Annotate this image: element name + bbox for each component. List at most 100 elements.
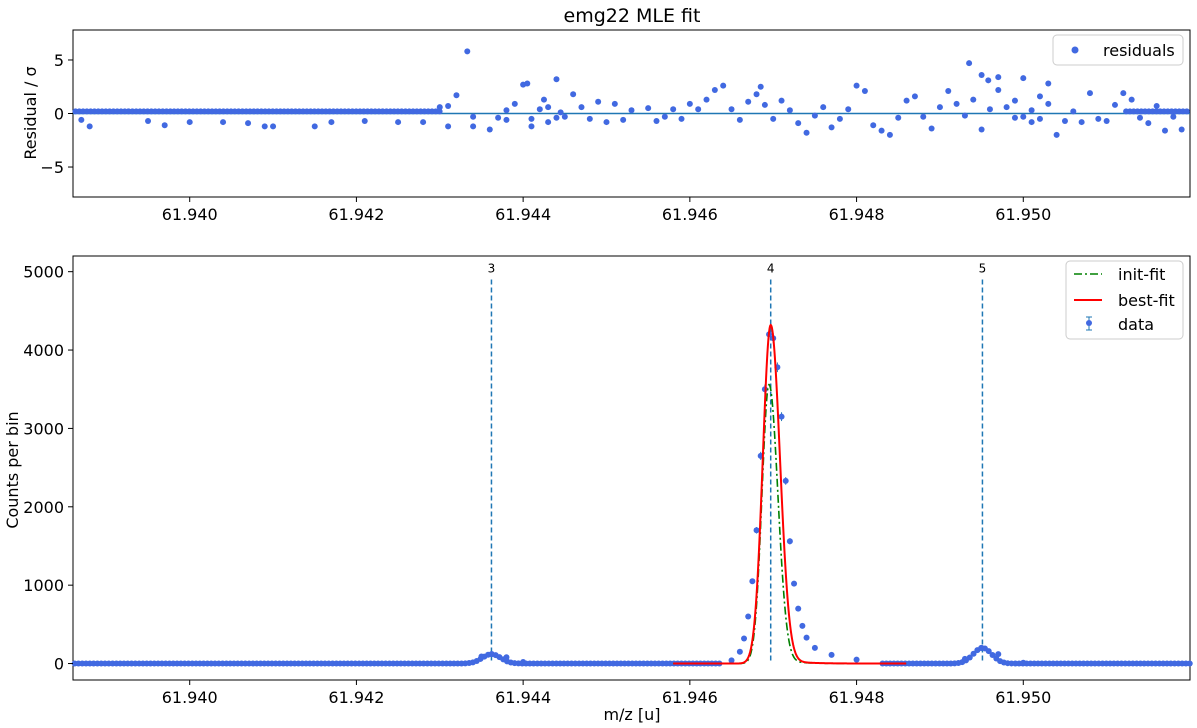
residual-point bbox=[966, 60, 973, 67]
residuals-legend-marker bbox=[1071, 46, 1079, 54]
residual-point bbox=[186, 119, 193, 126]
residual-point bbox=[1153, 103, 1160, 110]
residual-point bbox=[703, 96, 710, 103]
residual-point bbox=[557, 109, 564, 116]
data-point bbox=[745, 613, 752, 620]
residual-point bbox=[145, 117, 152, 124]
residual-point bbox=[903, 97, 910, 104]
residual-point bbox=[453, 92, 460, 99]
data-point bbox=[753, 527, 760, 534]
residual-point bbox=[770, 115, 777, 122]
residual-point bbox=[445, 123, 452, 130]
residual-point bbox=[1145, 120, 1152, 127]
residual-point bbox=[961, 112, 968, 119]
residual-point bbox=[328, 119, 335, 126]
residual-point bbox=[970, 96, 977, 103]
residual-point bbox=[861, 88, 868, 95]
residual-point bbox=[995, 86, 1002, 93]
residual-point bbox=[978, 71, 985, 78]
residual-point bbox=[545, 119, 552, 126]
residual-point bbox=[1020, 113, 1027, 120]
spectrum-legend: init-fit best-fit data bbox=[1065, 260, 1184, 340]
x-tick-label: 61.940 bbox=[162, 688, 218, 707]
residuals-points bbox=[72, 48, 1190, 138]
residual-point bbox=[86, 123, 93, 130]
residual-point bbox=[745, 98, 752, 105]
residual-point bbox=[1120, 90, 1127, 97]
residual-point bbox=[986, 106, 993, 113]
residual-point bbox=[1178, 126, 1185, 133]
x-tick-label: 61.946 bbox=[662, 205, 718, 224]
residual-point bbox=[953, 100, 960, 107]
data-point bbox=[1020, 659, 1027, 666]
residual-point bbox=[1045, 100, 1052, 107]
residual-point bbox=[78, 116, 85, 123]
residual-point bbox=[586, 115, 593, 122]
residual-point bbox=[720, 82, 727, 89]
data-point bbox=[778, 413, 785, 420]
x-tick-label: 61.948 bbox=[829, 688, 885, 707]
data-point bbox=[1186, 660, 1193, 667]
x-tick-label: 61.950 bbox=[995, 205, 1051, 224]
residual-point bbox=[1036, 93, 1043, 100]
residual-point bbox=[757, 83, 764, 90]
residual-point bbox=[545, 104, 552, 111]
residual-point bbox=[836, 115, 843, 122]
residual-point bbox=[503, 107, 510, 114]
y-tick-label: 5000 bbox=[23, 263, 64, 282]
y-tick-label: 0 bbox=[54, 105, 64, 124]
residual-point bbox=[1128, 96, 1135, 103]
residual-point bbox=[711, 86, 718, 93]
residual-point bbox=[928, 125, 935, 132]
residual-point bbox=[553, 76, 560, 83]
residual-point bbox=[820, 104, 827, 111]
residual-point bbox=[628, 107, 635, 114]
residual-point bbox=[270, 123, 277, 130]
data-point bbox=[478, 653, 485, 660]
residual-point bbox=[1095, 115, 1102, 122]
residual-point bbox=[645, 105, 652, 112]
residual-point bbox=[540, 96, 547, 103]
x-tick-label: 61.948 bbox=[829, 205, 885, 224]
data-legend-marker bbox=[1086, 316, 1092, 331]
residual-point bbox=[1020, 75, 1027, 82]
residual-point bbox=[978, 126, 985, 133]
data-point bbox=[782, 477, 789, 484]
residual-point bbox=[436, 108, 443, 115]
residual-point bbox=[578, 104, 585, 111]
data-point bbox=[749, 578, 756, 585]
residuals-y-axis-label: Residual / σ bbox=[21, 66, 40, 159]
residual-point bbox=[670, 106, 677, 113]
residual-point bbox=[761, 101, 768, 108]
y-tick-label: 1000 bbox=[23, 576, 64, 595]
residual-point bbox=[803, 129, 810, 136]
data-point bbox=[520, 658, 527, 665]
residual-point bbox=[661, 113, 668, 120]
residual-point bbox=[1070, 108, 1077, 115]
residual-point bbox=[1061, 117, 1068, 124]
y-tick-label: 5 bbox=[54, 51, 64, 70]
residual-point bbox=[945, 88, 952, 95]
residual-point bbox=[985, 77, 992, 84]
peak-marker-label: 4 bbox=[767, 262, 775, 276]
residual-point bbox=[936, 104, 943, 111]
residual-point bbox=[395, 119, 402, 126]
data-point bbox=[978, 644, 985, 651]
residual-point bbox=[470, 123, 477, 130]
x-tick-label: 61.944 bbox=[495, 688, 551, 707]
spectrum-panel: 3 4 5 61.940 61.942 61.944 61.946 61.948 61.950… bbox=[3, 255, 1193, 724]
residuals-x-ticks: 61.940 61.942 61.944 61.946 61.948 61.950 bbox=[162, 197, 1051, 224]
residual-point bbox=[1103, 117, 1110, 124]
data-point bbox=[811, 644, 818, 651]
data-point bbox=[995, 651, 1002, 658]
residual-point bbox=[536, 106, 543, 113]
residual-point bbox=[753, 91, 760, 98]
data-point bbox=[736, 648, 743, 655]
residual-point bbox=[161, 122, 168, 129]
residual-point bbox=[811, 112, 818, 119]
residual-point bbox=[361, 117, 368, 124]
residuals-y-ticks: −5 0 5 bbox=[40, 51, 73, 177]
y-tick-label: 4000 bbox=[23, 341, 64, 360]
residual-point bbox=[911, 93, 918, 100]
